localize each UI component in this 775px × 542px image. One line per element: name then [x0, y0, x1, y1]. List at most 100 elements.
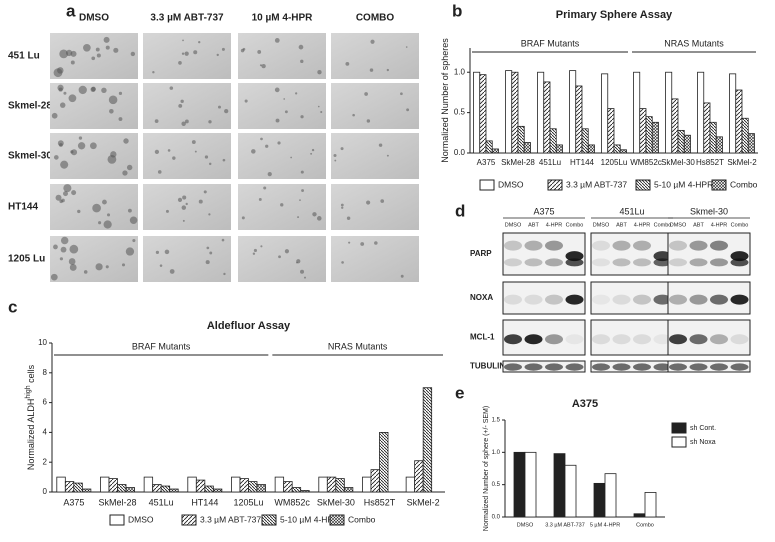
cell-cluster	[172, 156, 176, 160]
bar	[601, 73, 609, 154]
cell-cluster	[91, 56, 96, 61]
cell-cluster	[126, 164, 133, 171]
chart-title: Primary Sphere Assay	[556, 9, 673, 21]
band	[633, 334, 651, 345]
cell-cluster	[317, 105, 320, 108]
band	[710, 334, 728, 345]
band	[524, 334, 543, 345]
cell-cluster	[345, 61, 350, 66]
bar	[564, 464, 577, 518]
band	[689, 240, 708, 251]
chart-title: A375	[572, 398, 598, 410]
cell-cluster	[208, 162, 212, 166]
y-axis-label: Normalized Number of spheres	[440, 38, 450, 163]
cell-cluster	[260, 137, 263, 141]
band	[633, 363, 651, 371]
bar	[117, 484, 127, 493]
lane-label: 4-HPR	[711, 222, 728, 228]
cell-cluster	[68, 94, 77, 103]
band	[730, 258, 749, 267]
cell-cluster	[181, 205, 187, 210]
bar	[473, 71, 481, 154]
legend-swatch	[329, 514, 345, 526]
lane-label: DMSO	[505, 222, 522, 228]
bar	[555, 144, 563, 154]
cell-cluster	[167, 149, 171, 152]
cell-cluster	[61, 198, 65, 203]
y-tick-label: 4	[43, 428, 48, 437]
bar	[73, 482, 83, 493]
x-tick-label: SkMel-30	[317, 497, 355, 507]
cell-cluster	[53, 244, 58, 250]
cell-cluster	[386, 154, 389, 157]
cell-cluster	[193, 50, 198, 55]
cell-cluster	[300, 115, 304, 119]
cell-cluster	[317, 70, 322, 75]
x-tick-label: 451Lu	[539, 158, 561, 167]
bar	[619, 149, 627, 154]
cell-cluster	[78, 136, 83, 140]
y-tick-label: 0.5	[492, 482, 501, 488]
bar	[715, 136, 723, 154]
cell-cluster	[95, 47, 100, 52]
cell-cluster	[340, 203, 344, 207]
micrograph	[238, 33, 326, 79]
protein-label: TUBULIN	[470, 362, 505, 371]
cell-cluster	[267, 172, 272, 177]
cell-cluster	[364, 92, 368, 96]
y-tick-label: 0.5	[454, 108, 466, 117]
cell-cluster	[205, 260, 210, 265]
bar	[747, 133, 755, 154]
legend-label: Combo	[730, 179, 758, 189]
cell-cluster	[284, 249, 290, 254]
legend-swatch	[711, 179, 727, 191]
cell-cluster	[60, 160, 69, 169]
bar	[326, 476, 337, 493]
bar	[703, 102, 711, 154]
cell-cluster	[127, 208, 132, 213]
cell-cluster	[53, 155, 59, 160]
cell-cluster	[55, 194, 62, 201]
bar	[517, 125, 525, 154]
cell-cluster	[274, 38, 280, 43]
cell-cluster	[259, 64, 262, 67]
band	[669, 258, 687, 267]
panel-letter: e	[455, 383, 464, 402]
cell-cluster	[386, 68, 389, 72]
cell-cluster	[177, 197, 183, 202]
cell-cluster	[283, 98, 286, 100]
cell-cluster	[59, 102, 66, 108]
band	[633, 294, 651, 305]
bar	[422, 387, 433, 493]
protein-label: MCL-1	[470, 333, 495, 342]
cell-cluster	[284, 110, 288, 114]
bar	[697, 71, 705, 154]
band	[612, 294, 631, 305]
band	[504, 334, 522, 345]
cell-cluster	[251, 149, 256, 154]
lane-label: Combo	[654, 222, 672, 228]
legend-label: 5-10 µM 4-HPR	[654, 179, 713, 189]
blot	[590, 319, 674, 356]
cell-cluster	[299, 199, 301, 202]
bar	[553, 453, 566, 518]
x-tick-label: SkMel-2	[407, 497, 440, 507]
bar	[300, 490, 310, 493]
row-label: HT144	[8, 202, 38, 213]
cell-cluster	[405, 46, 408, 48]
micrograph	[143, 133, 231, 179]
cell-cluster	[298, 44, 304, 50]
cell-cluster	[241, 216, 245, 220]
cell-cluster	[369, 68, 374, 72]
legend-label: 3.3 µM ABT-737	[200, 514, 261, 524]
cell-cluster	[244, 99, 248, 103]
bar	[575, 85, 583, 154]
bar	[741, 117, 749, 154]
cell-cluster	[70, 150, 74, 154]
legend-label: sh Cont.	[690, 425, 716, 432]
micrograph	[143, 184, 231, 230]
bar	[593, 482, 606, 518]
cell-cluster	[118, 117, 123, 121]
cell-cluster	[105, 45, 110, 50]
legend-swatch	[547, 179, 563, 191]
